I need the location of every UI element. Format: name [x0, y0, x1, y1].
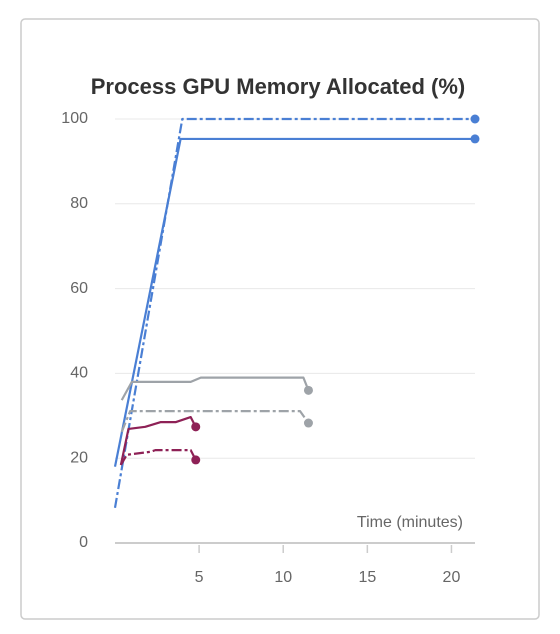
y-tick-label: 80 [70, 195, 88, 212]
line [113, 137, 475, 467]
end-marker [470, 114, 480, 124]
y-tick-label: 20 [70, 449, 88, 466]
card [20, 18, 540, 620]
y-tick-label: 0 [79, 534, 88, 551]
end-marker [470, 134, 480, 144]
y-tick-label: 60 [70, 280, 88, 297]
end-marker [303, 385, 313, 395]
end-marker [191, 422, 201, 432]
y-tick-label: 100 [61, 110, 88, 127]
line [119, 415, 197, 466]
end-marker [303, 418, 313, 428]
x-tick-label: 10 [274, 569, 292, 586]
x-axis-label: Time (minutes) [357, 514, 463, 531]
line [120, 410, 310, 433]
end-marker [191, 455, 201, 465]
x-tick-label: 20 [443, 569, 461, 586]
x-tick-label: 5 [195, 569, 204, 586]
line [119, 449, 197, 466]
line [113, 117, 475, 508]
chart-title: Process GPU Memory Allocated (%) [91, 74, 466, 99]
line [120, 376, 310, 401]
x-tick-label: 15 [358, 569, 376, 586]
y-tick-label: 40 [70, 365, 88, 382]
